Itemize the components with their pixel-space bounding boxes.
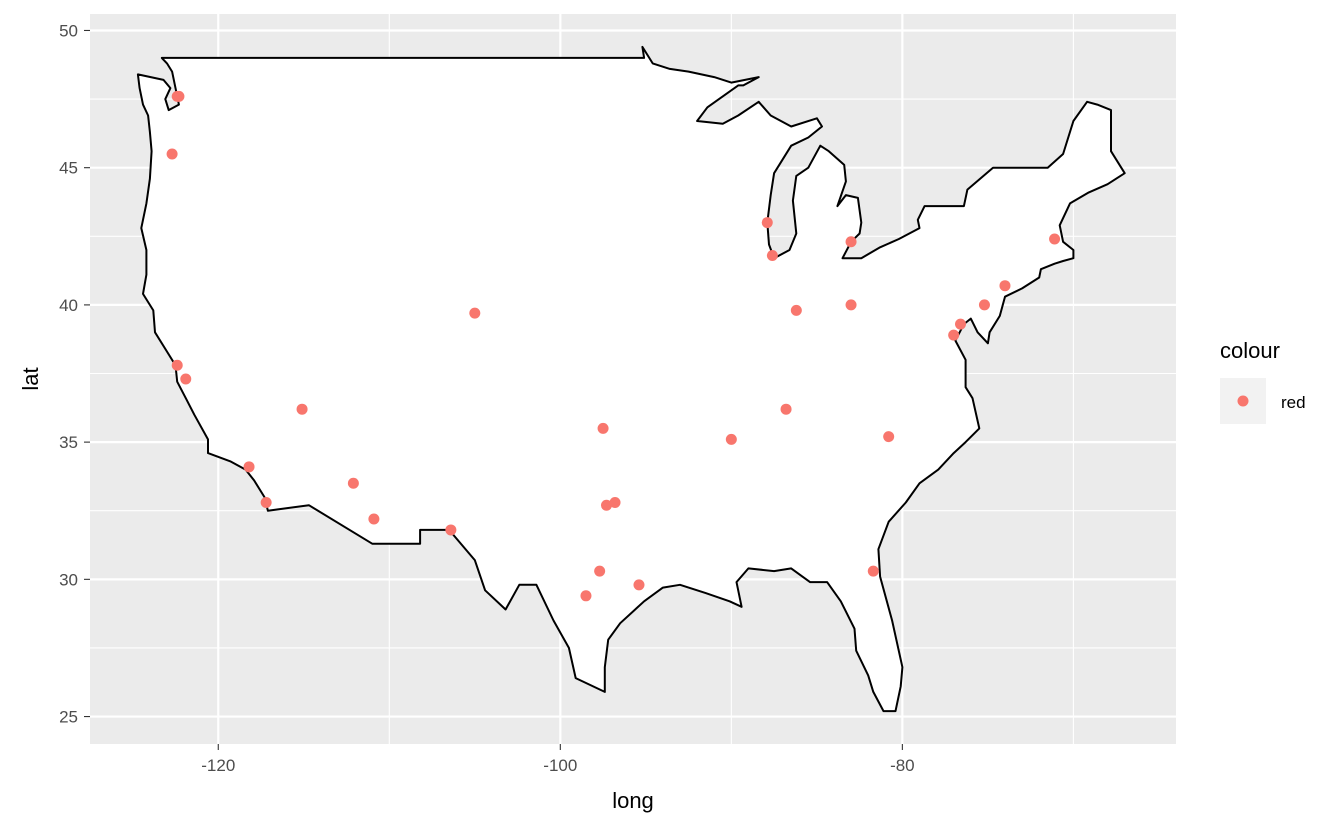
data-point: [883, 431, 895, 443]
data-point: [180, 373, 192, 385]
x-axis-title: long: [612, 788, 654, 813]
data-point: [445, 524, 457, 536]
legend-key-point: [1237, 395, 1249, 407]
data-point: [296, 403, 308, 415]
data-point: [171, 90, 183, 102]
legend-title: colour: [1220, 338, 1280, 363]
x-tick-label: -120: [201, 756, 235, 775]
data-point: [594, 565, 606, 577]
data-point: [347, 477, 359, 489]
data-point: [609, 496, 621, 508]
data-point: [166, 148, 178, 160]
x-axis-ticks: -120 -100 -80: [201, 744, 915, 775]
data-point: [867, 565, 879, 577]
data-point: [978, 299, 990, 311]
data-point: [955, 318, 967, 330]
y-tick-label: 30: [59, 570, 78, 589]
data-point: [761, 217, 773, 229]
data-point: [600, 499, 612, 511]
data-point: [999, 280, 1011, 292]
y-axis-ticks: 25 30 35 40 45 50: [59, 21, 90, 727]
data-point: [1049, 233, 1061, 245]
y-tick-label: 35: [59, 433, 78, 452]
data-point: [260, 496, 272, 508]
legend-label-red: red: [1281, 393, 1306, 412]
us-outline-polygon: [136, 45, 1126, 713]
y-axis-title: lat: [18, 367, 43, 390]
data-point: [580, 590, 592, 602]
data-point: [766, 250, 778, 262]
x-tick-label: -80: [890, 756, 915, 775]
y-tick-label: 45: [59, 159, 78, 178]
data-point: [171, 359, 183, 371]
y-tick-label: 50: [59, 21, 78, 40]
data-point: [368, 513, 380, 525]
data-point: [725, 433, 737, 445]
data-point: [243, 461, 255, 473]
data-point: [597, 422, 609, 434]
y-tick-label: 40: [59, 296, 78, 315]
data-point: [948, 329, 960, 341]
data-point: [790, 304, 802, 316]
data-point: [780, 403, 792, 415]
data-point: [845, 299, 857, 311]
data-point: [633, 579, 645, 591]
data-point: [469, 307, 481, 319]
x-tick-label: -100: [543, 756, 577, 775]
data-point: [845, 236, 857, 248]
legend: colour red: [1220, 338, 1306, 424]
data-points: [166, 90, 1061, 602]
y-tick-label: 25: [59, 708, 78, 727]
